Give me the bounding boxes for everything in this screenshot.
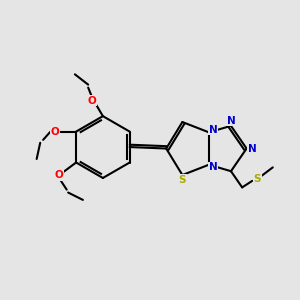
- Text: O: O: [87, 96, 96, 106]
- Text: O: O: [55, 170, 64, 181]
- Text: N: N: [208, 125, 217, 135]
- Text: N: N: [248, 143, 256, 154]
- Text: N: N: [208, 162, 217, 172]
- Text: O: O: [50, 127, 59, 136]
- Text: N: N: [226, 116, 235, 126]
- Text: S: S: [178, 175, 186, 185]
- Text: S: S: [254, 174, 261, 184]
